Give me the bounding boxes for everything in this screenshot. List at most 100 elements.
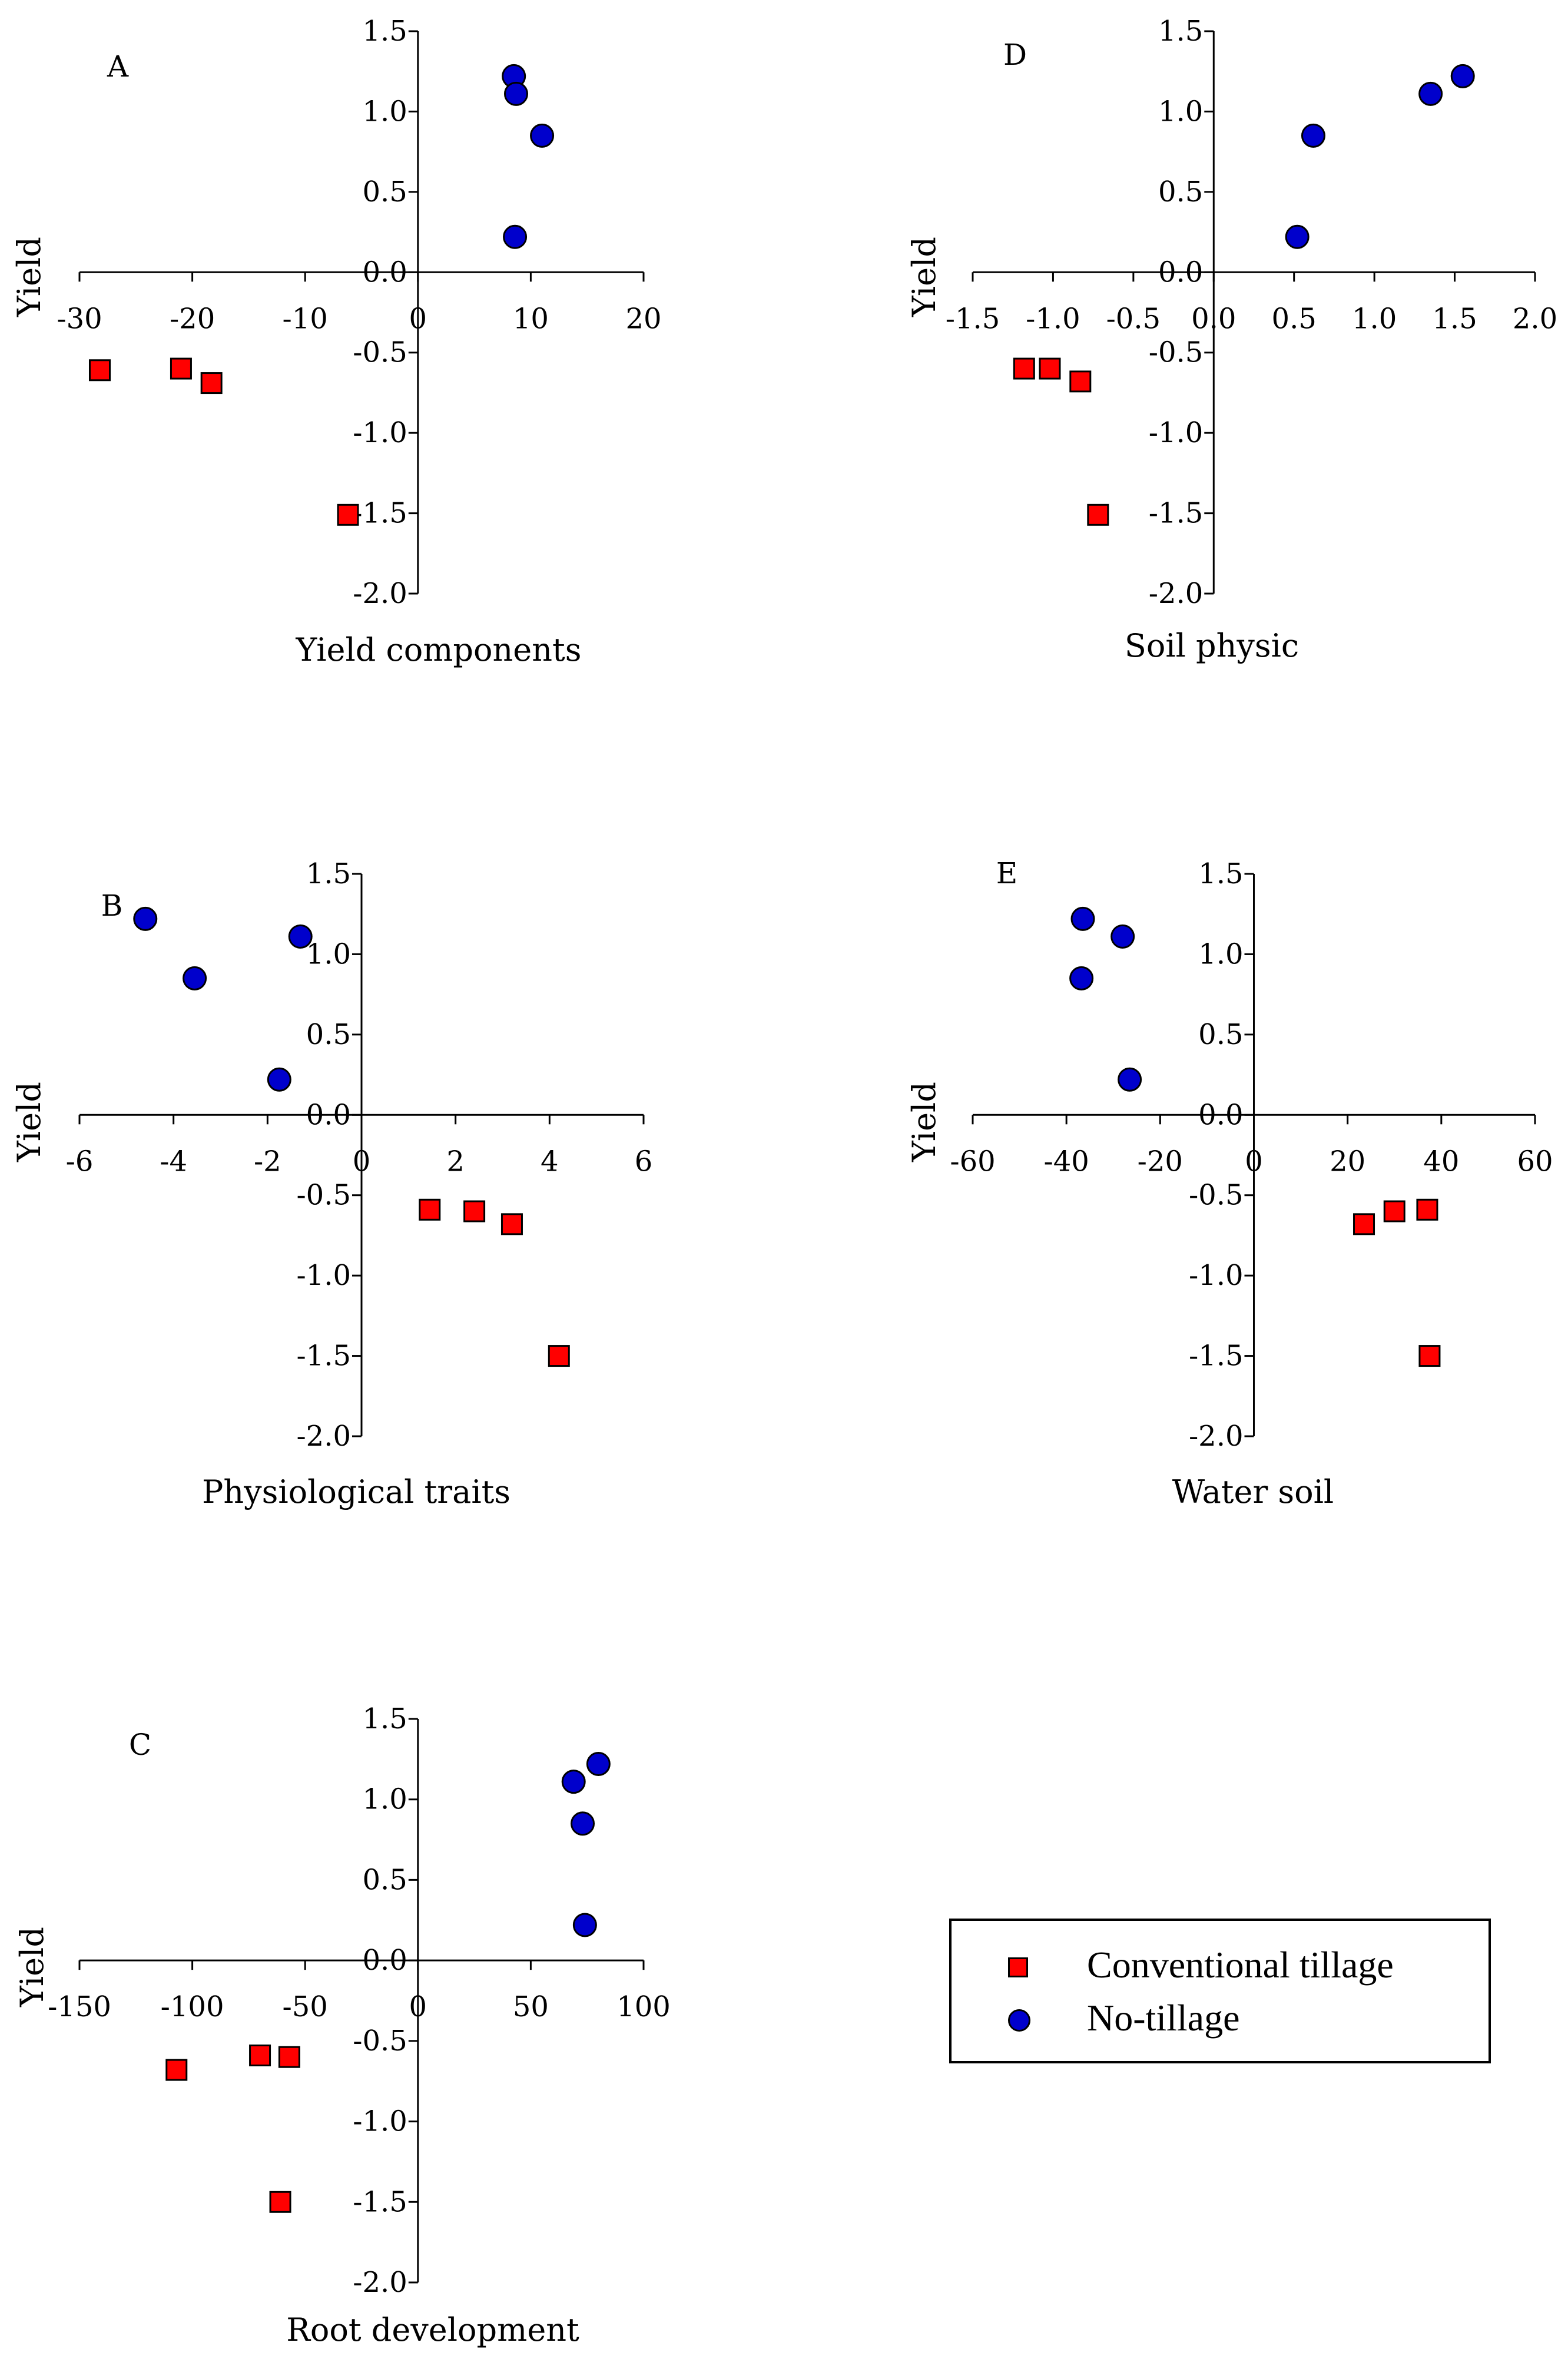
y-tick-label: -1.5 [353,2185,407,2218]
no-tillage-point [1110,924,1135,949]
y-tick-label: -2.0 [353,2266,407,2299]
y-tick-label: 0.5 [1158,175,1203,208]
conventional-tillage-point [170,357,192,380]
x-tick-label: 20 [625,302,661,335]
y-tick-label: -2.0 [1189,1420,1244,1453]
no-tillage-point [183,966,207,990]
panel-letter: C [129,1728,151,1762]
x-tick-label: -20 [170,302,215,335]
y-axis-title: Yield [11,1082,48,1162]
y-tick-label: 0.0 [362,1944,407,1977]
no-tillage-point [1070,906,1095,931]
y-tick-label: 1.5 [1158,15,1203,48]
panel-b: -6 -4 -2 0 2 4 6 1.5 1.0 0.5 0.0 -0.5 -1.0 -1.5 -2.0 B P… [11,857,652,1510]
x-tick-label: 6 [635,1145,653,1178]
x-tick-label: -50 [283,1990,328,2023]
legend-label-notillage: No-tillage [1087,1997,1240,2039]
x-tick-label: -60 [950,1145,995,1178]
y-tick-label: -1.5 [353,497,407,530]
conventional-tillage-point [200,372,223,395]
panel-d: -1.5 -1.0 -0.5 0.0 0.5 1.0 1.5 2.01.51.00.50.0-… [906,15,1557,664]
y-axis-title: Yield [906,1082,943,1162]
conventional-tillage-point [419,1198,441,1221]
conventional-tillage-point [165,2059,188,2081]
x-tick-label: -40 [1044,1145,1089,1178]
x-tick-label: 1.5 [1432,302,1477,335]
y-axis-title: Yield [11,237,48,317]
y-tick-label: 1.5 [362,15,407,48]
conventional-tillage-point [1416,1198,1438,1221]
y-tick-label: -1.5 [1189,1340,1244,1373]
no-tillage-point [1118,1067,1142,1092]
x-tick-label: 1.0 [1352,302,1397,335]
y-tick-label: -0.5 [353,336,407,369]
no-tillage-point [1285,224,1310,249]
y-tick-label: 1.0 [1158,95,1203,128]
x-tick-label: 10 [513,302,549,335]
panel-letter: E [996,856,1018,890]
y-tick-label: 1.5 [306,857,351,890]
y-tick-label: 0.5 [306,1018,351,1051]
x-tick-label: 0.5 [1272,302,1317,335]
x-tick-label: -4 [160,1145,187,1178]
y-tick-label: -0.5 [1189,1179,1244,1212]
x-tick-label: -30 [57,302,102,335]
conventional-tillage-point [1353,1213,1375,1235]
panel-a: -30 -20 -10 0 10 20 1.5 1.0 0.5 0.0 -0.5 -1.0 -1.5 -2… [11,15,662,668]
conventional-tillage-point [1383,1200,1405,1222]
x-tick-label: -1.5 [946,302,1000,335]
x-tick-label: 0.0 [1191,302,1236,335]
y-tick-label: 1.5 [1198,857,1243,890]
x-tick-label: -150 [48,1990,111,2023]
no-tillage-point [561,1770,586,1794]
legend-label-conventional: Conventional tillage [1087,1944,1394,1986]
panel-letter: A [107,49,129,84]
no-tillage-point [133,906,158,931]
y-tick-label: 0.0 [306,1098,351,1131]
no-tillage-point [586,1752,611,1777]
no-tillage-point [288,924,313,949]
conventional-tillage-point [1039,357,1061,380]
y-tick-label: 1.5 [362,1702,407,1735]
y-tick-label: 0.0 [362,256,407,289]
x-axis-title: Yield components [296,631,582,668]
conventional-tillage-point [337,503,359,526]
y-tick-label: 1.0 [1198,937,1243,970]
y-tick-label: -2.0 [296,1420,351,1453]
y-tick-label: -1.0 [353,2105,407,2138]
conventional-tillage-point [1087,503,1109,526]
blue-circle-icon [1008,2009,1030,2032]
y-tick-label: 0.5 [1198,1018,1243,1051]
panel-e: -60 -40 -20 0 20 40 60 1.5 1.0 0.5 0.0 -0.5 -1.0 -1.5… [906,856,1553,1510]
x-tick-label: 0 [353,1145,371,1178]
x-tick-label: 0 [409,302,427,335]
no-tillage-point [1418,81,1443,106]
y-tick-label: 0.5 [362,175,407,208]
y-tick-label: 1.0 [362,95,407,128]
y-axis-title: Yield [14,1927,51,2007]
y-tick-label: -1.0 [353,416,407,449]
conventional-tillage-point [548,1345,570,1367]
no-tillage-point [530,123,555,148]
no-tillage-point [503,81,528,106]
panel-letter: D [1003,38,1027,72]
y-tick-label: 0.5 [362,1863,407,1896]
y-tick-label: -2.0 [353,577,407,610]
x-tick-label: 50 [513,1990,549,2023]
no-tillage-point [571,1811,595,1836]
conventional-tillage-point [88,359,111,382]
x-tick-label: -10 [283,302,328,335]
y-tick-label: -1.0 [1189,1259,1244,1292]
panel-letter: B [101,889,123,923]
conventional-tillage-point [278,2046,300,2068]
y-tick-label: 0.0 [1198,1098,1243,1131]
x-tick-label: 0 [1245,1145,1263,1178]
x-tick-label: -100 [161,1990,224,2023]
x-tick-label: 4 [541,1145,559,1178]
x-tick-label: -0.5 [1106,302,1161,335]
y-tick-label: 1.0 [362,1783,407,1816]
no-tillage-point [1450,64,1475,88]
x-axis-title: Root development [286,2311,579,2348]
y-tick-label: -0.5 [353,2025,407,2058]
